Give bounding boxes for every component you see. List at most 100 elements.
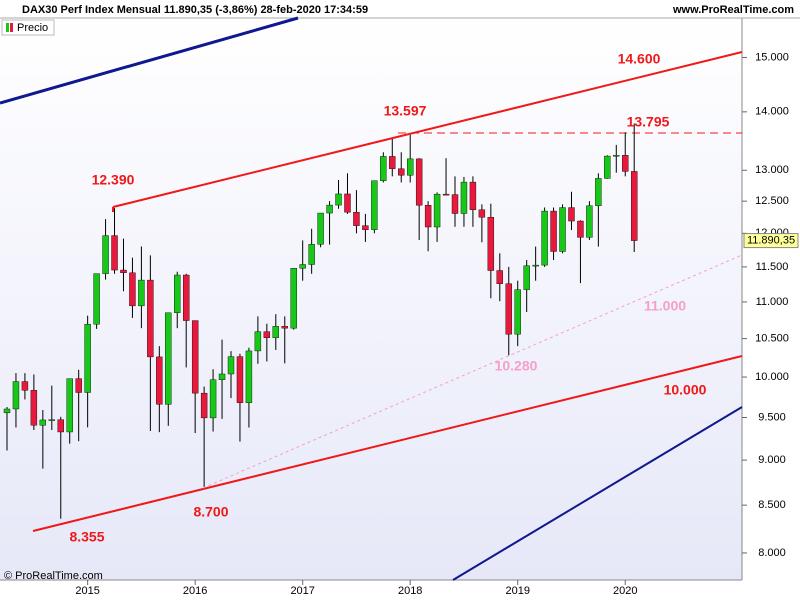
- candle-body: [263, 331, 271, 338]
- candle-body: [335, 193, 342, 206]
- candle-body: [120, 269, 127, 274]
- candle-body: [254, 331, 262, 352]
- candle-body: [478, 209, 486, 218]
- candle-body: [371, 180, 378, 230]
- candle-body: [407, 158, 414, 176]
- y-tick-label: 13.000: [755, 164, 789, 176]
- y-tick-label: 11.000: [756, 296, 789, 308]
- channel-line: [32, 355, 743, 532]
- y-tick-label: 9.500: [758, 411, 786, 423]
- candle-body: [200, 392, 208, 419]
- annotation: 10.280: [495, 358, 538, 374]
- annotation: 13.597: [384, 103, 427, 119]
- chart-title: DAX30 Perf Index Mensual 11.890,35 (-3,8…: [22, 4, 368, 16]
- y-tick-label: 12.500: [755, 195, 789, 207]
- candle-body: [174, 274, 181, 313]
- candle-body: [568, 207, 575, 222]
- x-tick-label: 2016: [183, 585, 207, 597]
- y-tick-label: 8.000: [758, 547, 786, 559]
- candle-body: [550, 210, 557, 252]
- x-tick-label: 2019: [505, 585, 529, 597]
- candle-body: [326, 204, 333, 214]
- trend-line: [452, 406, 743, 581]
- candle-body: [218, 373, 226, 380]
- source: www.ProRealTime.com: [672, 4, 794, 16]
- y-tick-label: 9.000: [758, 454, 786, 466]
- candle-body: [451, 194, 459, 214]
- candle-body: [21, 381, 29, 391]
- annotation: 13.795: [627, 114, 670, 130]
- candle-body: [631, 171, 638, 241]
- candle-body: [541, 210, 548, 266]
- copyright: © ProRealTime.com: [4, 570, 103, 582]
- candle-body: [460, 181, 468, 214]
- y-tick-label: 10.500: [755, 333, 789, 345]
- plot-area: [0, 18, 742, 580]
- candle-body: [30, 390, 38, 426]
- annotation: 8.355: [69, 529, 104, 545]
- candle-body: [595, 178, 602, 206]
- candle-body: [299, 264, 306, 269]
- candle-body: [138, 279, 145, 307]
- candle-body: [362, 225, 369, 230]
- candle-body: [487, 217, 495, 271]
- y-tick-label: 11.500: [756, 261, 789, 273]
- candle-body: [622, 155, 629, 172]
- candle-body: [191, 320, 199, 394]
- annotation: 8.700: [193, 504, 228, 520]
- annotation: 10.000: [664, 382, 707, 398]
- legend-label: Precio: [17, 22, 48, 34]
- y-tick-label: 8.500: [758, 499, 786, 511]
- candle-body: [209, 379, 217, 419]
- candle-body: [433, 193, 441, 228]
- candle-body: [156, 356, 163, 405]
- annotation: 14.600: [618, 51, 661, 67]
- candle-body: [317, 212, 324, 245]
- candle-body: [532, 264, 539, 267]
- candle-body: [577, 220, 584, 238]
- candle-body: [129, 272, 136, 307]
- candle-body: [227, 356, 235, 375]
- channel-line: [112, 51, 743, 208]
- candle-body: [3, 408, 11, 414]
- candle-body: [604, 155, 611, 179]
- candle-body: [84, 323, 91, 393]
- last-price-box: [743, 233, 799, 249]
- candle-body: [48, 419, 55, 421]
- legend-icon-down: [10, 23, 13, 32]
- candle-body: [389, 156, 396, 169]
- candle-body: [236, 356, 244, 403]
- last-price-label: 11.890,35: [747, 234, 795, 246]
- candle-body: [272, 326, 279, 338]
- candle-body: [469, 181, 477, 210]
- candle-body: [415, 158, 423, 206]
- candle-body: [182, 274, 190, 321]
- candle-body: [66, 378, 73, 433]
- candle-body: [57, 419, 64, 433]
- candle-body: [12, 381, 20, 410]
- candle-body: [380, 156, 387, 181]
- candle-body: [245, 350, 253, 403]
- candle-body: [165, 312, 172, 405]
- candle-body: [353, 212, 360, 226]
- y-tick-label: 15.000: [755, 51, 789, 63]
- candle-body: [496, 270, 503, 284]
- x-tick-label: 2018: [398, 585, 422, 597]
- candle-body: [308, 244, 315, 265]
- legend-icon-up: [6, 23, 9, 32]
- candle-body: [613, 155, 620, 157]
- x-tick-label: 2020: [613, 585, 637, 597]
- candle-body: [559, 207, 566, 252]
- candle-body: [442, 193, 450, 196]
- candle-body: [281, 326, 288, 329]
- candle-body: [93, 273, 100, 325]
- candle-body: [147, 279, 154, 358]
- legend-box: [1, 19, 55, 36]
- x-tick-label: 2017: [290, 585, 314, 597]
- y-tick-label: 10.000: [755, 371, 789, 383]
- candle-body: [398, 168, 405, 176]
- candle-body: [505, 283, 512, 335]
- annotation: 11.000: [644, 298, 686, 314]
